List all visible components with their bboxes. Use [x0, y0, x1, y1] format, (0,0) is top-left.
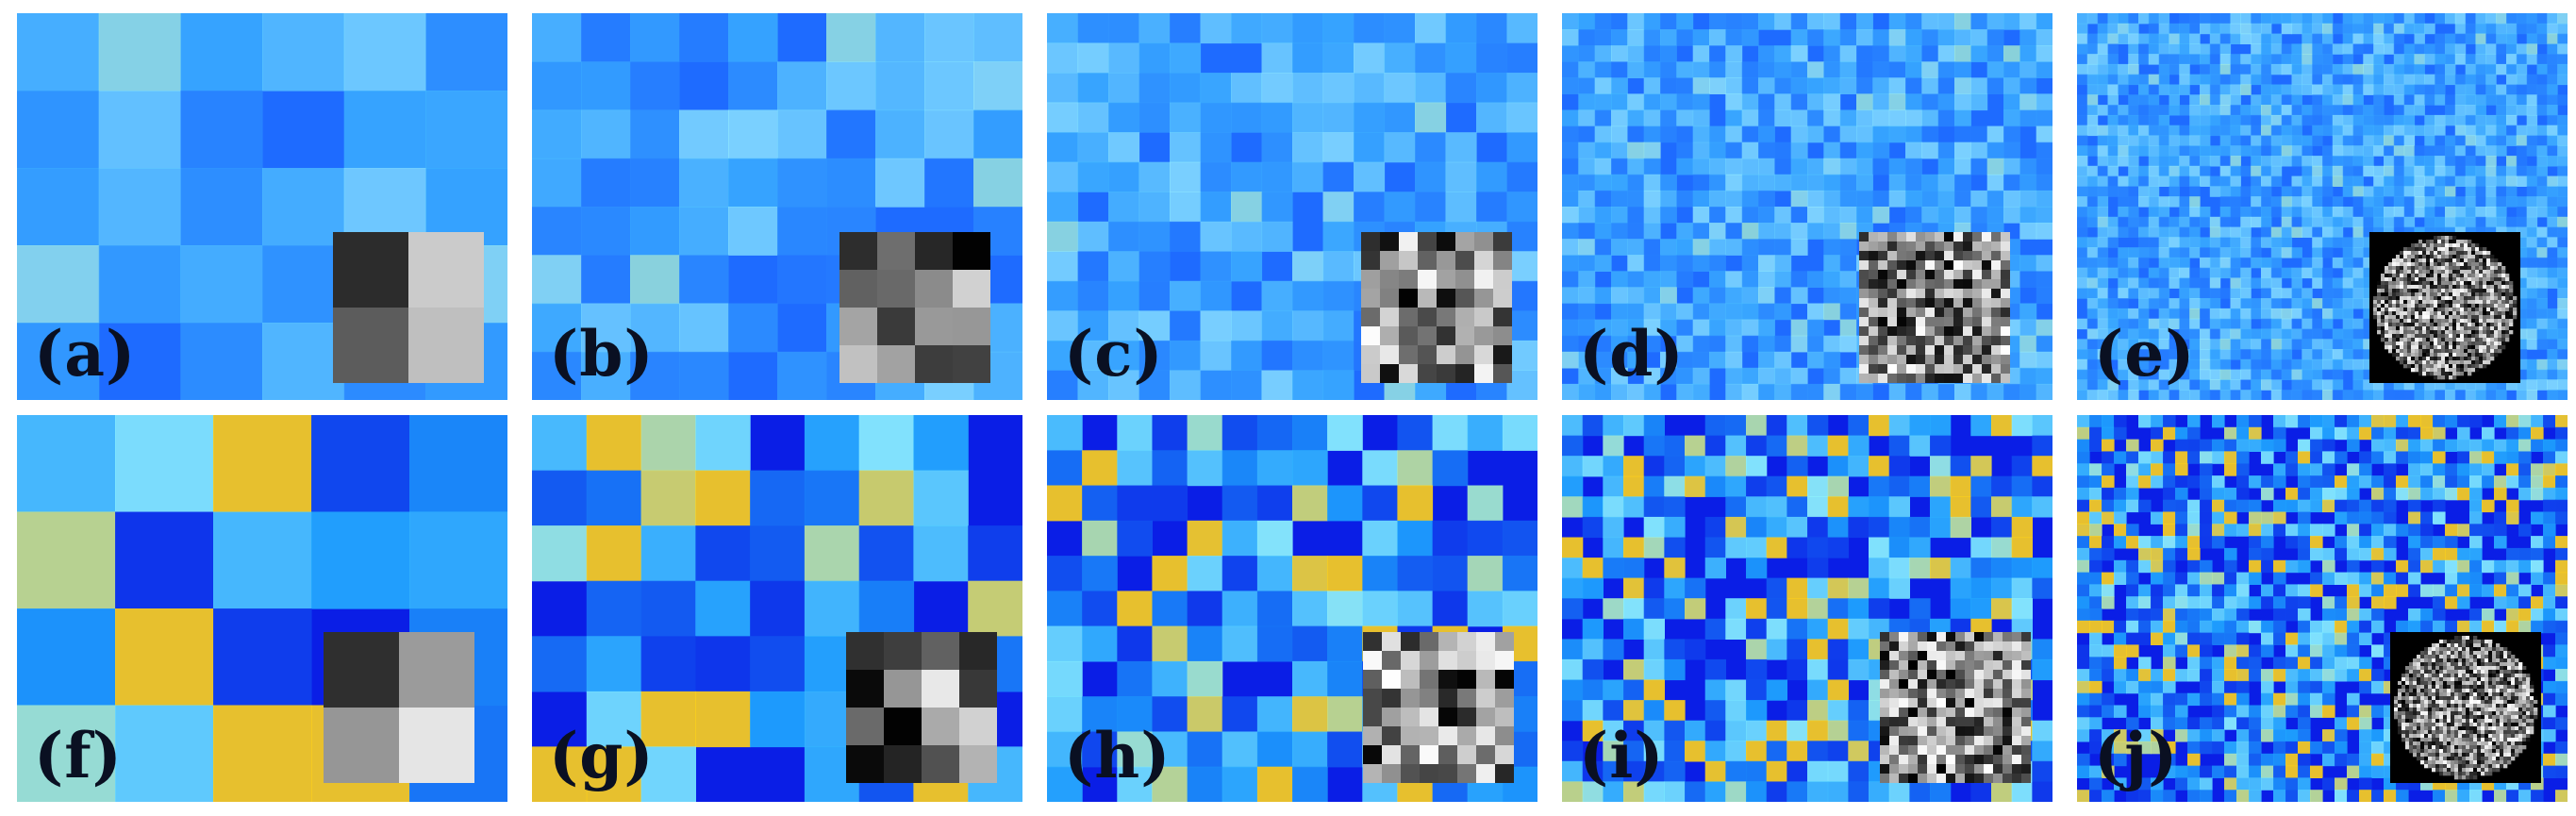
heatmap — [2077, 13, 2568, 400]
panel-label: (a) — [34, 317, 137, 391]
panel-label: (i) — [1579, 719, 1665, 792]
inset-pattern — [2369, 232, 2520, 383]
panel-label: (e) — [2094, 317, 2196, 391]
panel-d: (d) — [1562, 13, 2052, 400]
inset-pattern — [1361, 232, 1512, 383]
panel-f: (f) — [17, 415, 507, 802]
heatmap — [1047, 13, 1537, 400]
panel-j: (j) — [2077, 415, 2568, 802]
panel-g: (g) — [532, 415, 1022, 802]
panel-a: (a) — [17, 13, 507, 400]
panel-label: (j) — [2094, 719, 2179, 792]
inset-pattern — [839, 232, 990, 383]
panel-label: (g) — [549, 719, 655, 792]
inset-pattern — [324, 632, 474, 783]
panel-b: (b) — [532, 13, 1022, 400]
inset-pattern — [1880, 632, 2031, 783]
panel-label: (d) — [1579, 317, 1685, 391]
inset-pattern — [846, 632, 997, 783]
heatmap — [532, 13, 1022, 400]
panel-label: (f) — [34, 719, 123, 792]
inset-pattern — [333, 232, 484, 383]
panel-e: (e) — [2077, 13, 2568, 400]
inset-pattern — [2390, 632, 2541, 783]
inset-pattern — [1363, 632, 1514, 783]
panel-label: (h) — [1064, 719, 1172, 792]
panel-i: (i) — [1562, 415, 2052, 802]
inset-pattern — [1859, 232, 2010, 383]
panel-label: (b) — [549, 317, 655, 391]
panel-h: (h) — [1047, 415, 1537, 802]
panel-c: (c) — [1047, 13, 1537, 400]
panel-label: (c) — [1064, 317, 1164, 391]
